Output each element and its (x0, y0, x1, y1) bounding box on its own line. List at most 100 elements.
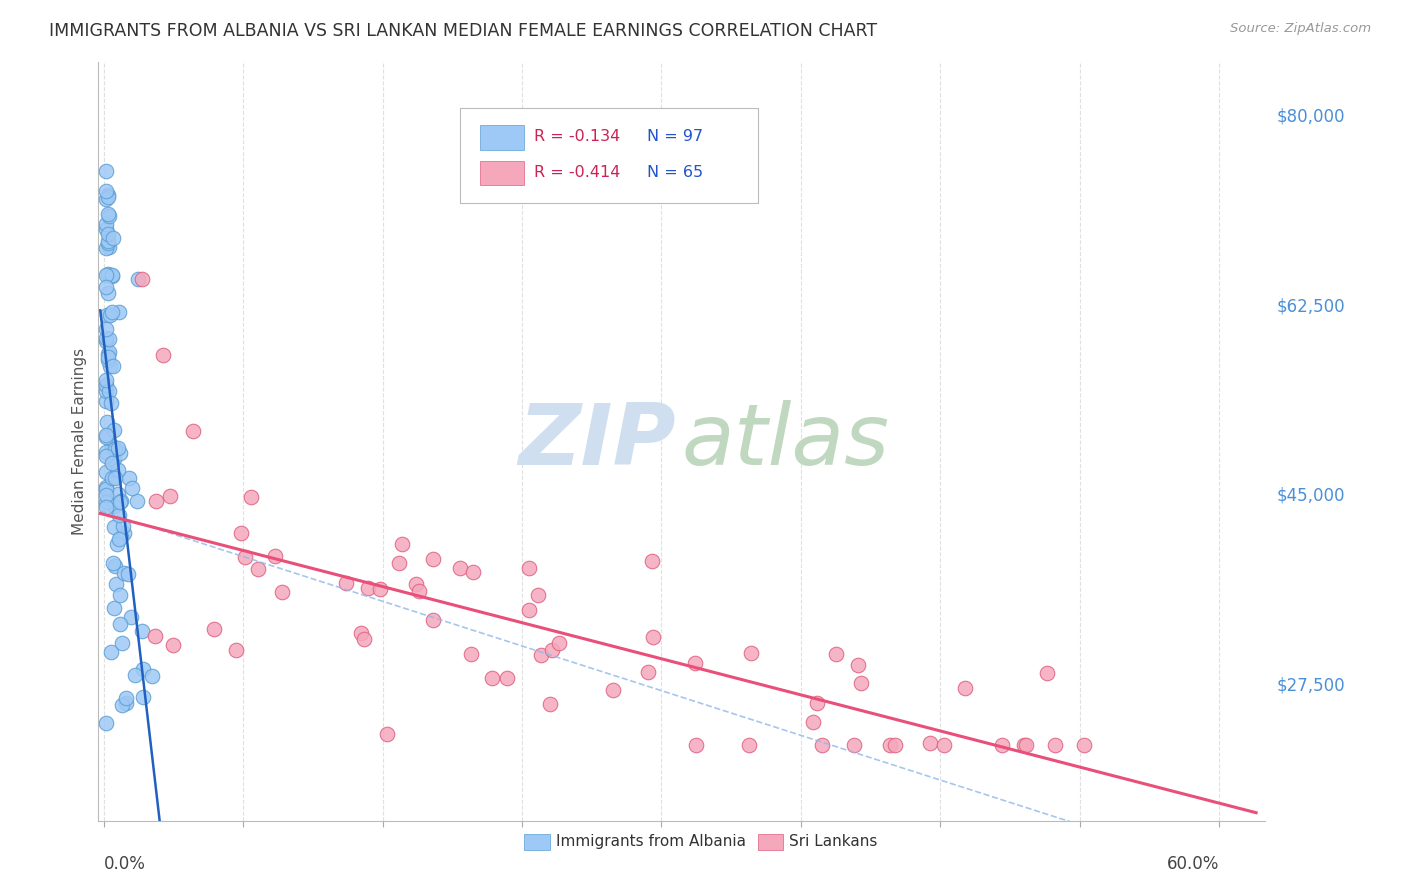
Point (101, 269, 124, 284)
Point (1014, 738, 1036, 752)
Point (271, 585, 294, 599)
Point (368, 582, 391, 597)
Point (143, 629, 166, 643)
Bar (479, 126, 524, 150)
Point (641, 554, 664, 568)
Point (118, 471, 141, 485)
Point (846, 657, 869, 672)
Point (103, 520, 125, 534)
Point (111, 518, 134, 533)
Point (1036, 666, 1059, 681)
Point (141, 669, 163, 683)
Point (530, 648, 553, 663)
Text: $62,500: $62,500 (1277, 297, 1346, 315)
Point (96, 188, 118, 202)
Text: ZIP: ZIP (519, 400, 676, 483)
Point (97, 286, 120, 301)
Point (117, 566, 139, 581)
Point (97, 345, 120, 359)
Point (202, 622, 225, 636)
Point (96, 415, 118, 429)
Point (738, 738, 761, 752)
Point (94, 482, 117, 496)
Point (94, 480, 117, 494)
Point (239, 490, 262, 504)
Text: $80,000: $80,000 (1277, 108, 1346, 126)
Point (101, 359, 124, 374)
Point (105, 577, 128, 591)
Point (229, 526, 252, 541)
Point (120, 609, 142, 624)
Point (1015, 738, 1038, 752)
Point (100, 645, 122, 659)
Point (932, 738, 955, 752)
Point (103, 452, 125, 467)
Point (94, 192, 117, 206)
Point (103, 500, 125, 514)
Point (103, 601, 125, 615)
Point (94, 217, 117, 231)
Point (97, 347, 120, 361)
Point (94, 330, 117, 344)
Point (97, 350, 120, 364)
Point (94, 373, 117, 387)
Point (94, 322, 117, 336)
Point (100, 456, 122, 470)
Text: Sri Lankans: Sri Lankans (789, 834, 877, 849)
Point (98, 384, 121, 398)
Point (96, 334, 118, 348)
Point (357, 581, 380, 595)
Point (97, 235, 120, 250)
Point (152, 348, 174, 362)
Point (842, 738, 865, 752)
Point (879, 738, 901, 752)
Point (124, 667, 146, 681)
Point (97, 332, 120, 346)
Text: R = -0.134: R = -0.134 (534, 129, 620, 145)
Point (96, 500, 118, 514)
Point (107, 508, 129, 522)
Point (1073, 738, 1095, 752)
Point (94, 449, 117, 463)
Point (350, 625, 373, 640)
Point (541, 643, 564, 657)
Point (108, 495, 131, 509)
Point (548, 636, 571, 650)
Point (225, 643, 247, 657)
Point (100, 471, 122, 485)
Point (953, 681, 976, 695)
Point (685, 657, 707, 671)
Point (101, 268, 124, 283)
Point (94, 716, 117, 731)
Point (918, 736, 941, 750)
Text: 60.0%: 60.0% (1167, 855, 1219, 873)
Point (112, 566, 135, 580)
Point (884, 738, 907, 752)
Point (825, 647, 848, 661)
Text: R = -0.414: R = -0.414 (534, 165, 620, 180)
Point (115, 697, 138, 711)
Point (97, 207, 120, 221)
Point (110, 588, 132, 602)
Point (131, 624, 153, 638)
Point (104, 471, 127, 485)
Point (100, 308, 122, 322)
Point (94, 465, 117, 479)
Point (100, 396, 122, 410)
Point (849, 676, 872, 690)
Point (98, 209, 121, 223)
Point (101, 231, 124, 245)
Point (101, 557, 124, 571)
Point (110, 494, 132, 508)
Point (101, 305, 124, 319)
Point (181, 424, 204, 438)
Point (643, 631, 665, 645)
Point (94, 280, 117, 294)
Text: N = 97: N = 97 (647, 129, 703, 145)
Point (145, 493, 167, 508)
Point (94, 163, 117, 178)
Point (806, 696, 828, 710)
Point (107, 441, 129, 455)
Point (103, 423, 125, 437)
Point (481, 671, 503, 685)
